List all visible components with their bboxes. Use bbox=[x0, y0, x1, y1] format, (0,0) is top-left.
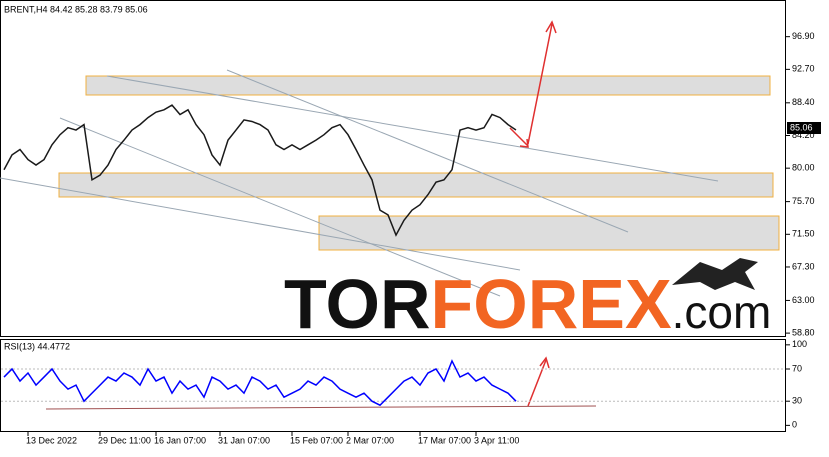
y-tick-label: 96.90 bbox=[792, 31, 815, 41]
series-line bbox=[3, 104, 517, 237]
x-tick-label: 31 Jan 07:00 bbox=[218, 435, 270, 445]
y-tick-label: 0 bbox=[792, 420, 797, 430]
forecast-arrows bbox=[509, 20, 557, 407]
price-title: BRENT,H4 84.42 85.28 83.79 85.06 bbox=[4, 4, 148, 14]
brand-part: TOR bbox=[284, 265, 431, 343]
y-tick-label: 63.00 bbox=[792, 295, 815, 305]
last-price-box bbox=[787, 122, 821, 134]
price-panel bbox=[0, 0, 786, 337]
x-tick-label: 13 Dec 2022 bbox=[26, 435, 77, 445]
zone bbox=[318, 215, 780, 251]
y-tick-label: 88.40 bbox=[792, 97, 815, 107]
rsi-title: RSI(13) 44.4772 bbox=[4, 341, 70, 351]
y-tick-label: 100 bbox=[792, 339, 807, 349]
brand-part: .com bbox=[672, 286, 772, 338]
zone bbox=[85, 75, 771, 96]
x-tick-label: 2 Mar 07:00 bbox=[346, 435, 394, 445]
y-tick-label: 67.30 bbox=[792, 261, 815, 271]
rsi-panel bbox=[0, 339, 786, 432]
x-tick-label: 29 Dec 11:00 bbox=[98, 435, 151, 445]
y-tick-label: 92.70 bbox=[792, 64, 815, 74]
x-tick-label: 15 Feb 07:00 bbox=[290, 435, 343, 445]
brand-part: FOREX bbox=[431, 265, 672, 343]
bull-icon bbox=[672, 258, 758, 290]
brand: TORFOREX.com bbox=[284, 265, 771, 343]
y-tick-label: 58.80 bbox=[792, 327, 815, 337]
rsi-trendline bbox=[45, 405, 597, 410]
last-price: 85.06 bbox=[790, 122, 813, 132]
x-tick-label: 17 Mar 07:00 bbox=[418, 435, 471, 445]
y-tick-label: 84.20 bbox=[792, 130, 815, 140]
y-tick-label: 30 bbox=[792, 396, 802, 406]
x-tick-label: 16 Jan 07:00 bbox=[154, 435, 206, 445]
y-tick-label: 70 bbox=[792, 363, 802, 373]
zone bbox=[58, 172, 774, 198]
y-tick-label: 71.50 bbox=[792, 229, 815, 239]
trendlines bbox=[0, 69, 719, 297]
y-tick-label: 75.70 bbox=[792, 196, 815, 206]
y-tick-label: 80.00 bbox=[792, 163, 815, 173]
x-tick-label: 3 Apr 11:00 bbox=[474, 435, 519, 445]
series-line bbox=[3, 359, 517, 407]
